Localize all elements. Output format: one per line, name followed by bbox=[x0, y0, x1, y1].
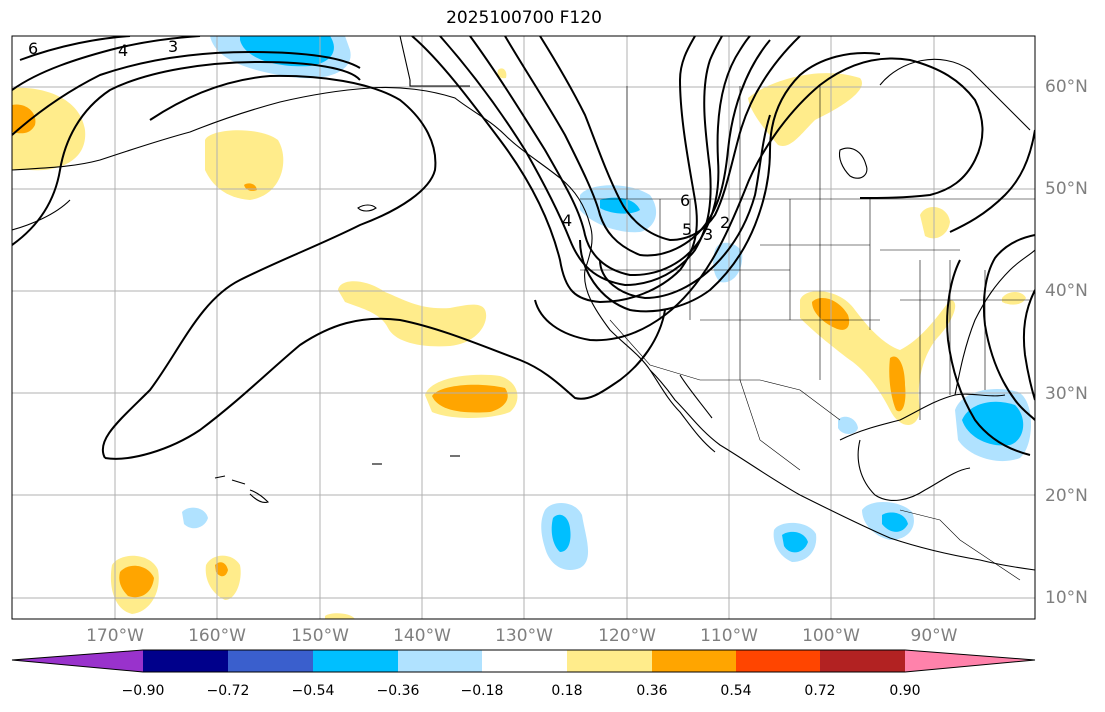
colorbar-tick-label: −0.18 bbox=[460, 683, 504, 699]
lat-label: 10°N bbox=[1045, 588, 1088, 608]
anomaly-shading bbox=[12, 36, 1032, 619]
contour-label: 3 bbox=[168, 37, 178, 56]
colorbar-segment bbox=[398, 650, 484, 672]
lon-label: 130°W bbox=[495, 626, 553, 646]
colorbar-segment bbox=[820, 650, 906, 672]
lon-label: 90°W bbox=[910, 626, 958, 646]
lon-label: 120°W bbox=[598, 626, 656, 646]
political-borders bbox=[580, 86, 1035, 581]
colorbar-extend-low bbox=[12, 650, 143, 672]
colorbar-tick-label: 0.72 bbox=[804, 683, 836, 699]
lon-label: 160°W bbox=[188, 626, 246, 646]
positive-anomaly-gulf bbox=[205, 130, 284, 200]
lon-label: 150°W bbox=[291, 626, 349, 646]
colorbar-tick-label: 0.36 bbox=[636, 683, 668, 699]
contour-pacific-ridge bbox=[101, 74, 437, 459]
lon-label: 140°W bbox=[393, 626, 451, 646]
lon-label: 170°W bbox=[86, 626, 144, 646]
colorbar-segment bbox=[313, 650, 399, 672]
colorbar-tick-label: 0.54 bbox=[720, 683, 752, 699]
contour-label: 6 bbox=[28, 39, 38, 58]
map-title: 2025100700 F120 bbox=[446, 8, 602, 28]
colorbar-segment bbox=[228, 650, 314, 672]
positive-anomaly-great-lakes bbox=[920, 206, 950, 239]
map-border bbox=[11, 35, 1036, 620]
positive-anomaly-pacific-streak bbox=[338, 281, 487, 347]
colorbar-tick-label: −0.36 bbox=[376, 683, 420, 699]
colorbar-segment bbox=[143, 650, 229, 672]
colorbar-segment bbox=[567, 650, 653, 672]
lon-label: 110°W bbox=[700, 626, 758, 646]
contour-label: 6 bbox=[680, 191, 690, 210]
contour-label: 4 bbox=[118, 41, 128, 60]
colorbar-tick-label: 0.90 bbox=[889, 683, 921, 699]
colorbar bbox=[11, 649, 1036, 673]
contour-east bbox=[946, 259, 1031, 456]
lat-label: 20°N bbox=[1045, 486, 1088, 506]
positive-anomaly-nw bbox=[12, 87, 86, 171]
contour-label: 2 bbox=[720, 213, 730, 232]
colorbar-segment bbox=[652, 650, 738, 672]
grid-lines bbox=[12, 36, 1035, 619]
negative-anomaly-rockies bbox=[713, 242, 743, 283]
colorbar-tick-label: −0.90 bbox=[121, 683, 165, 699]
lat-label: 60°N bbox=[1045, 77, 1088, 97]
colorbar-tick-label: −0.72 bbox=[206, 683, 250, 699]
height-contours bbox=[12, 36, 1035, 460]
contour-label: 5 bbox=[682, 220, 692, 239]
lon-label: 100°W bbox=[802, 626, 860, 646]
colorbar-tick-label: −0.54 bbox=[291, 683, 335, 699]
colorbar-segment bbox=[482, 650, 568, 672]
colorbar-extend-high bbox=[905, 650, 1035, 672]
positive-anomaly-canada bbox=[748, 73, 862, 146]
colorbar-segment bbox=[736, 650, 822, 672]
lat-label: 30°N bbox=[1045, 384, 1088, 404]
contour-label: 3 bbox=[703, 225, 713, 244]
lat-label: 40°N bbox=[1045, 281, 1088, 301]
contour-trough bbox=[411, 36, 698, 304]
coastlines bbox=[12, 36, 1035, 571]
lat-label: 50°N bbox=[1045, 179, 1088, 199]
colorbar-tick-label: 0.18 bbox=[551, 683, 583, 699]
contour-label: 4 bbox=[562, 211, 572, 230]
